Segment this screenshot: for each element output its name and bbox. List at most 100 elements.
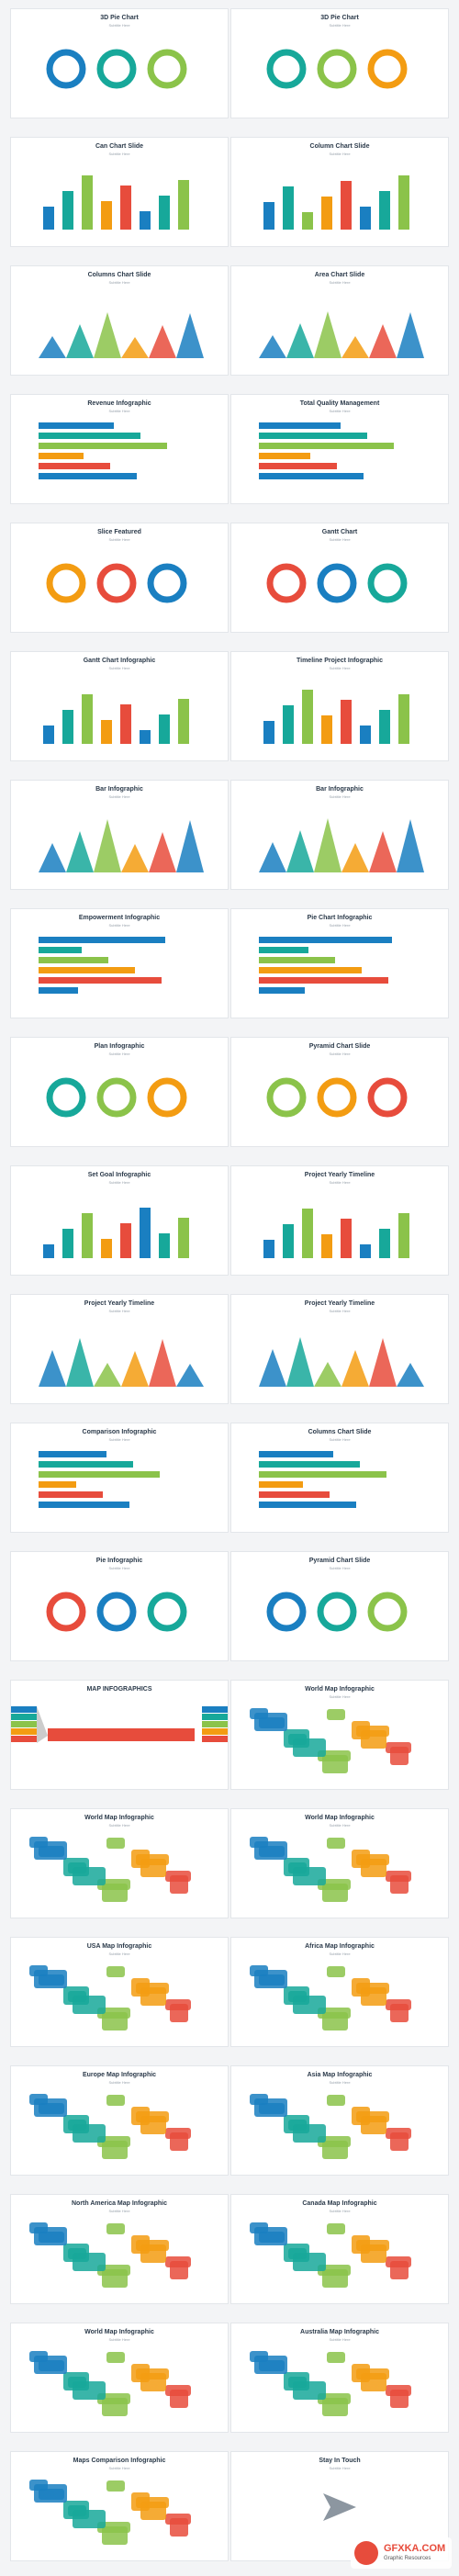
slide-thumbnail[interactable]: Comparison Infographic Subtitle Here (11, 1423, 228, 1532)
slide-title: World Map Infographic (84, 2329, 154, 2335)
slide-subtitle: Subtitle Here (329, 2209, 351, 2213)
slide-title: Pie Chart Infographic (307, 915, 373, 921)
slide-thumbnail[interactable]: Project Yearly Timeline Subtitle Here (11, 1295, 228, 1403)
slide-subtitle: Subtitle Here (108, 152, 130, 156)
slide-subtitle: Subtitle Here (108, 2466, 130, 2470)
slide-title: Can Chart Slide (95, 143, 144, 150)
slide-graphic (323, 2493, 356, 2521)
slide-graphic (250, 1837, 411, 1902)
slide-graphic (263, 690, 409, 744)
slide-thumbnail[interactable]: World Map Infographic Subtitle Here (231, 1681, 448, 1789)
slide-graphic (250, 1708, 411, 1773)
slide-thumbnail[interactable]: Columns Chart Slide Subtitle Here (231, 1423, 448, 1532)
slide-graphic (263, 175, 409, 230)
slide-graphic (259, 422, 394, 479)
slide-thumbnail[interactable]: Asia Map Infographic Subtitle Here (231, 2066, 448, 2175)
slide-subtitle: Subtitle Here (108, 923, 130, 928)
slide-graphic (250, 2222, 411, 2288)
slide-thumbnail[interactable]: Europe Map Infographic Subtitle Here (11, 2066, 228, 2175)
slide-graphic (39, 422, 167, 479)
slide-title: Set Goal Infographic (87, 1172, 151, 1178)
slide-thumbnail[interactable]: North America Map Infographic Subtitle He… (11, 2195, 228, 2303)
slide-subtitle: Subtitle Here (108, 2209, 130, 2213)
slide-subtitle: Subtitle Here (108, 1309, 130, 1313)
slide-thumbnail[interactable]: Total Quality Management Subtitle Here (231, 395, 448, 503)
slide-title: World Map Infographic (305, 1815, 375, 1821)
slide-graphic (29, 2480, 191, 2545)
slide-thumbnail[interactable]: Africa Map Infographic Subtitle Here (231, 1938, 448, 2046)
slide-graphic (29, 2094, 191, 2159)
slide-title: North America Map Infographic (72, 2200, 167, 2207)
slide-subtitle: Subtitle Here (329, 923, 351, 928)
slide-graphic (46, 1592, 187, 1632)
slide-thumbnail[interactable]: Area Chart Slide Subtitle Here (231, 266, 448, 375)
slide-title: Gantt Chart Infographic (83, 658, 156, 664)
slide-subtitle: Subtitle Here (108, 1437, 130, 1442)
slide-title: Project Yearly Timeline (304, 1300, 375, 1307)
slide-subtitle: Subtitle Here (329, 1309, 351, 1313)
slide-graphic (39, 1338, 204, 1387)
slide-graphic (266, 49, 408, 89)
slide-subtitle: Subtitle Here (108, 1180, 130, 1185)
slide-thumbnail[interactable]: Column Chart Slide Subtitle Here (231, 138, 448, 246)
slide-subtitle: Subtitle Here (108, 666, 130, 670)
slide-thumbnail[interactable]: USA Map Infographic Subtitle Here (11, 1938, 228, 2046)
slide-thumbnail[interactable]: Maps Comparison Infographic Subtitle Here (11, 2452, 228, 2560)
slide-graphic (266, 1077, 408, 1118)
slide-title: Africa Map Infographic (305, 1943, 375, 1950)
slide-thumbnail[interactable]: 3D Pie Chart Subtitle Here (231, 9, 448, 118)
slide-thumbnail[interactable]: Timeline Project Infographic Subtitle Her… (231, 652, 448, 760)
slide-thumbnail[interactable]: Australia Map Infographic Subtitle Here (231, 2323, 448, 2432)
slide-thumbnail[interactable]: Pyramid Chart Slide Subtitle Here (231, 1552, 448, 1660)
slide-graphic (39, 312, 204, 358)
slide-subtitle: Subtitle Here (108, 409, 130, 413)
slide-thumbnail[interactable]: Pie Chart Infographic Subtitle Here (231, 909, 448, 1018)
slide-thumbnail[interactable]: Empowerment Infographic Subtitle Here (11, 909, 228, 1018)
slide-thumbnail[interactable]: Can Chart Slide Subtitle Here (11, 138, 228, 246)
slide-title: Bar Infographic (316, 786, 364, 793)
slide-title: Bar Infographic (95, 786, 143, 793)
slide-subtitle: Subtitle Here (329, 1823, 351, 1828)
slide-thumbnail[interactable]: Plan Infographic Subtitle Here (11, 1038, 228, 1146)
slide-subtitle: Subtitle Here (329, 409, 351, 413)
slide-thumbnail[interactable]: Pie Infographic Subtitle Here (11, 1552, 228, 1660)
slide-title: World Map Infographic (305, 1686, 375, 1693)
slide-thumbnail[interactable]: Gantt Chart Infographic Subtitle Here (11, 652, 228, 760)
slide-thumbnail[interactable]: World Map Infographic Subtitle Here (11, 2323, 228, 2432)
slide-subtitle: Subtitle Here (329, 666, 351, 670)
slide-thumbnail[interactable]: Slice Featured Subtitle Here (11, 523, 228, 632)
slide-title: Pie Infographic (95, 1558, 143, 1564)
slide-thumbnail[interactable]: Project Yearly Timeline Subtitle Here (231, 1295, 448, 1403)
slide-title: Empowerment Infographic (78, 915, 161, 921)
slide-subtitle: Subtitle Here (108, 537, 130, 542)
slide-graphic (266, 563, 408, 603)
slide-thumbnail[interactable]: 3D Pie Chart Subtitle Here (11, 9, 228, 118)
slide-subtitle: Subtitle Here (108, 2337, 130, 2342)
slide-thumbnail[interactable]: Pyramid Chart Slide Subtitle Here (231, 1038, 448, 1146)
slide-title: Australia Map Infographic (300, 2329, 379, 2335)
slide-title: World Map Infographic (84, 1815, 154, 1821)
slide-title: Stay In Touch (319, 2458, 361, 2464)
slide-subtitle: Subtitle Here (329, 1952, 351, 1956)
slide-thumbnail[interactable]: Canada Map Infographic Subtitle Here (231, 2195, 448, 2303)
slide-thumbnail[interactable]: Gantt Chart Subtitle Here (231, 523, 448, 632)
slide-thumbnail[interactable]: Bar Infographic Subtitle Here (231, 781, 448, 889)
slide-title: Gantt Chart (321, 529, 358, 535)
slide-thumbnail[interactable]: MAP INFOGRAPHICS (11, 1681, 228, 1789)
slide-graphic (11, 1706, 228, 1743)
slide-thumbnail[interactable]: Project Yearly Timeline Subtitle Here (231, 1166, 448, 1275)
slide-subtitle: Subtitle Here (329, 1052, 351, 1056)
slide-thumbnail[interactable]: Revenue Infographic Subtitle Here (11, 395, 228, 503)
slide-graphic (29, 2222, 191, 2288)
slide-thumbnail[interactable]: Set Goal Infographic Subtitle Here (11, 1166, 228, 1275)
slide-thumbnail[interactable]: Columns Chart Slide Subtitle Here (11, 266, 228, 375)
slide-thumbnail[interactable]: World Map Infographic Subtitle Here (11, 1809, 228, 1918)
slide-thumbnail[interactable]: World Map Infographic Subtitle Here (231, 1809, 448, 1918)
slide-thumbnail[interactable]: Bar Infographic Subtitle Here (11, 781, 228, 889)
watermark-tag: Graphic Resources (384, 2556, 431, 2561)
slide-graphic (259, 1337, 424, 1387)
slide-subtitle: Subtitle Here (329, 537, 351, 542)
slide-title: Asia Map Infographic (307, 2072, 373, 2078)
slide-subtitle: Subtitle Here (329, 152, 351, 156)
slide-title: Columns Chart Slide (308, 1429, 372, 1435)
